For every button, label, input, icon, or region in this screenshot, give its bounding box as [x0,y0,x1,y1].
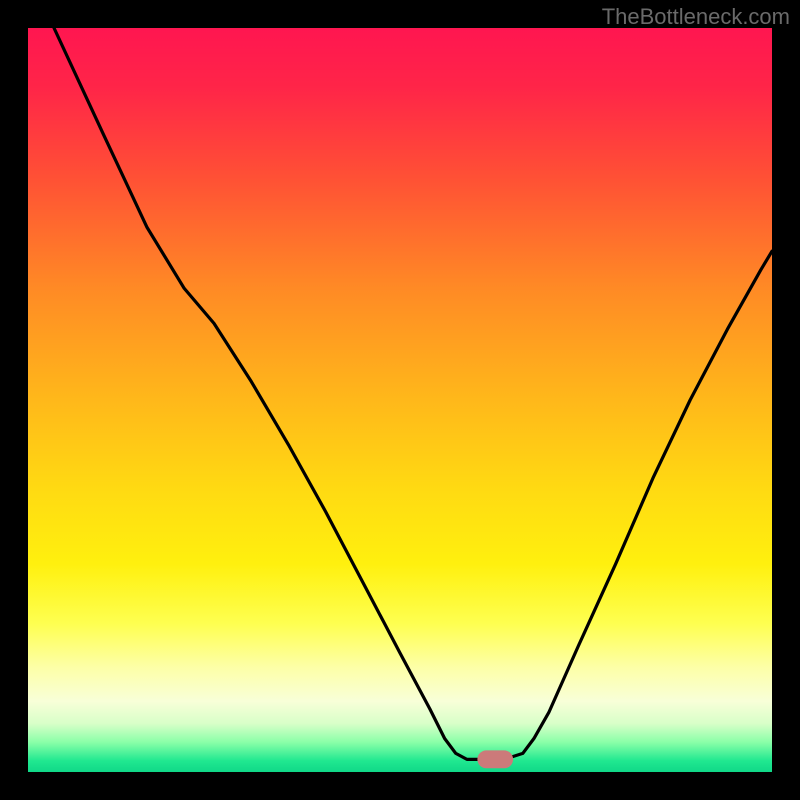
bottleneck-chart [0,0,800,800]
chart-frame: TheBottleneck.com [0,0,800,800]
optimal-marker [477,750,513,768]
chart-background [28,28,772,772]
watermark-text: TheBottleneck.com [602,4,790,30]
